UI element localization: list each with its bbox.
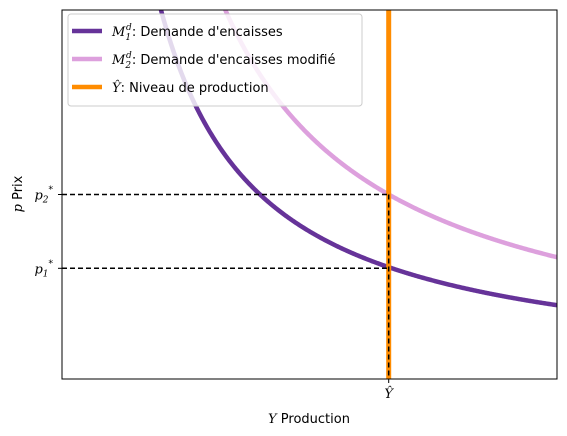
series-line-1: [158, 10, 557, 308]
series-line-2: [222, 10, 557, 260]
legend-label-1: M1d: Demande d'encaisses: [111, 23, 283, 43]
legend-label-2: M2d: Demande d'encaisses modifié: [111, 51, 336, 71]
legend: M1d: Demande d'encaisses M2d: Demande d'e…: [67, 13, 363, 107]
tick-layer: p1* p2* Ŷ: [34, 186, 394, 403]
y-tick-label-1: p1*: [34, 259, 53, 279]
legend-label-3: Ŷ: Niveau de production: [112, 80, 269, 96]
y-tick-label-2: p2*: [34, 186, 53, 206]
legend-box: [67, 13, 363, 107]
x-tick-label: Ŷ: [384, 386, 394, 402]
x-axis-label: Y Production: [268, 412, 350, 427]
y-axis-label: p Prix: [11, 175, 26, 212]
plot-area: [62, 10, 557, 379]
